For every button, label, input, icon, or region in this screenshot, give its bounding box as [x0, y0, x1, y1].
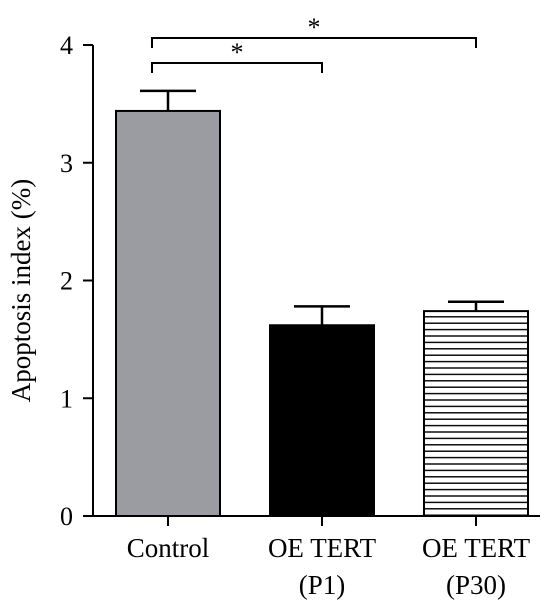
significance-star: * [231, 38, 244, 67]
significance-star: * [308, 13, 321, 42]
x-tick-label: OE TERT [422, 533, 531, 563]
significance-bracket [151, 37, 477, 48]
bar [115, 109, 221, 517]
y-tick-label: 4 [60, 31, 73, 60]
bar [423, 310, 529, 517]
error-bars [140, 89, 504, 326]
y-tick-label: 1 [60, 384, 73, 413]
bar [269, 324, 375, 517]
significance-brackets: ** [151, 13, 477, 73]
x-tick-label: (P1) [299, 570, 346, 600]
x-tick-label: (P30) [446, 570, 506, 600]
y-axis-title: Apoptosis index (%) [6, 179, 36, 402]
x-tick-label: Control [127, 533, 210, 563]
significance-bracket [151, 62, 323, 73]
y-tick-label: 3 [60, 149, 73, 178]
y-tick-label: 0 [60, 502, 73, 531]
x-tick-label: OE TERT [268, 533, 377, 563]
axis-labels: 0 1 2 3 4 Control OE TERT (P1) OE TERT (P30) Apopt… [6, 31, 531, 600]
y-tick-label: 2 [60, 267, 73, 296]
